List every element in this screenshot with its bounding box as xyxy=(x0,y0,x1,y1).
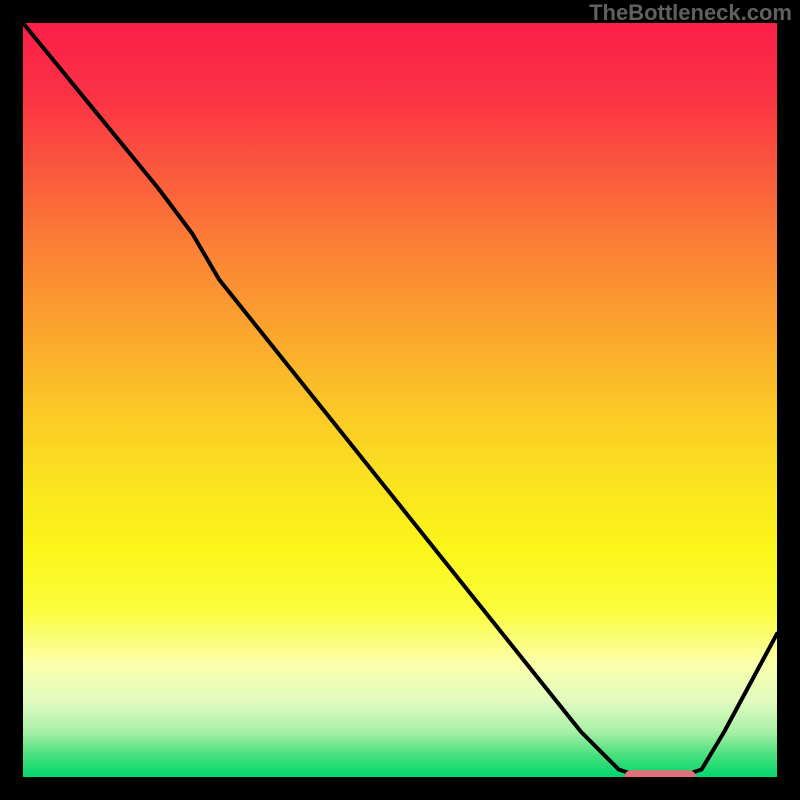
attribution-text: TheBottleneck.com xyxy=(589,0,792,26)
chart-container: { "attribution": { "text": "TheBottlenec… xyxy=(0,0,800,800)
gradient-background xyxy=(23,23,777,777)
bottleneck-chart xyxy=(0,0,800,800)
